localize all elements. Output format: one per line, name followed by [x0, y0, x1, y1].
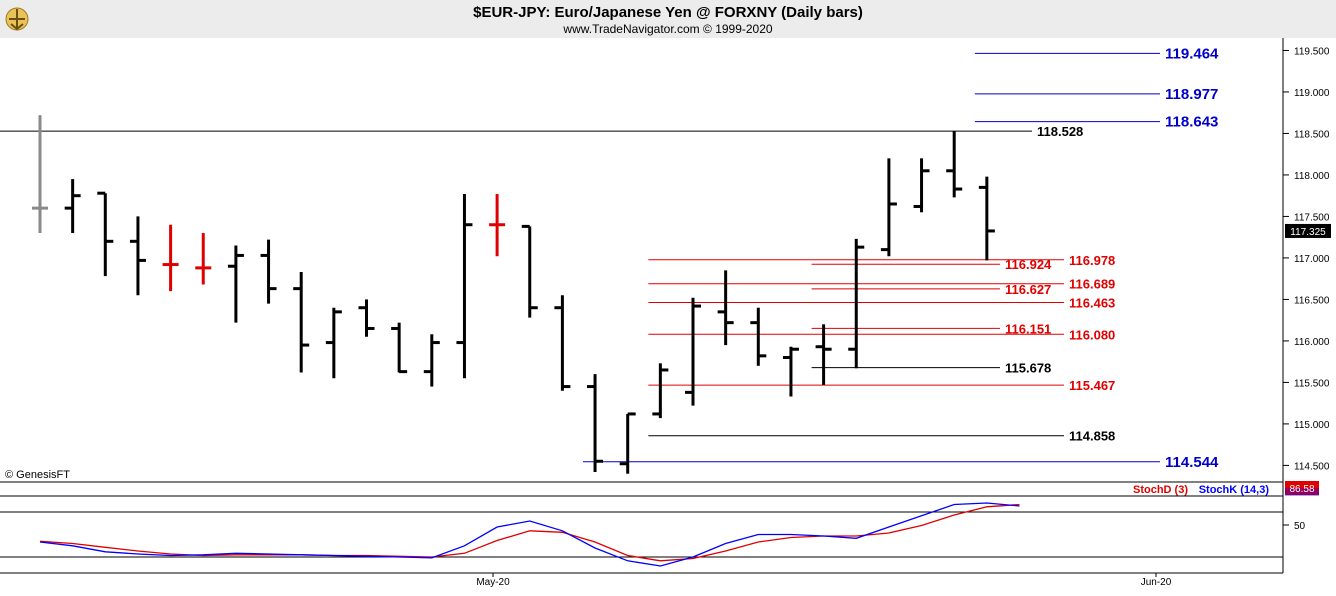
time-tick-may: May-20	[476, 577, 510, 588]
price-tick-label: 117.500	[1294, 212, 1330, 223]
ohlc-bar	[456, 194, 473, 379]
ohlc-bar	[652, 363, 669, 419]
level-label: 119.464	[1165, 45, 1219, 62]
level-label: 116.689	[1069, 277, 1115, 292]
level-label: 118.643	[1165, 114, 1218, 131]
level-label: 116.151	[1005, 321, 1051, 336]
stoch-tick-50: 50	[1294, 521, 1306, 532]
stoch-d-legend: StochD (3)	[1133, 484, 1188, 496]
ohlc-bar	[129, 216, 146, 296]
level-label: 116.924	[1005, 257, 1052, 272]
ohlc-bar	[978, 176, 995, 261]
ohlc-bar	[554, 295, 571, 391]
ohlc-bar	[521, 224, 538, 318]
price-tick-label: 116.500	[1294, 295, 1330, 306]
ohlc-bar	[423, 334, 440, 387]
level-label: 116.463	[1069, 295, 1115, 310]
ohlc-bar	[782, 346, 799, 397]
price-tick-label: 117.000	[1294, 254, 1330, 265]
stoch-value-tag: 86.58	[1285, 481, 1319, 496]
stoch-value: 86.58	[1289, 484, 1314, 495]
ohlc-bar	[587, 374, 604, 473]
price-tick-label: 119.000	[1294, 88, 1330, 99]
stoch-k-legend: StochK (14,3)	[1199, 484, 1270, 496]
ohlc-bar	[391, 322, 408, 374]
ohlc-bar	[227, 245, 244, 323]
ohlc-bar	[848, 238, 865, 369]
ohlc-bar	[195, 233, 212, 285]
level-label: 116.080	[1069, 327, 1115, 342]
level-label: 116.978	[1069, 253, 1115, 268]
header-band	[0, 0, 1336, 38]
trade-navigator-logo-icon	[5, 7, 29, 31]
level-label: 118.528	[1037, 124, 1083, 139]
ohlc-bar	[946, 131, 963, 198]
ohlc-bar	[717, 270, 734, 346]
time-axis	[0, 574, 1336, 591]
level-label: 115.467	[1069, 378, 1115, 393]
ohlc-bar	[685, 297, 701, 406]
chart-subtitle: www.TradeNavigator.com © 1999-2020	[562, 22, 772, 36]
ohlc-bars	[32, 115, 995, 474]
price-tick-label: 119.500	[1294, 46, 1330, 57]
ohlc-bar	[815, 324, 832, 385]
ohlc-bar	[260, 239, 277, 304]
last-price-value: 117.325	[1290, 227, 1326, 238]
price-tick-label: 118.500	[1294, 129, 1330, 140]
price-panel	[0, 38, 1283, 482]
price-tick-label: 114.500	[1294, 461, 1330, 472]
last-price-box	[1285, 223, 1331, 238]
price-tick-label: 118.000	[1294, 171, 1330, 182]
ohlc-bar	[358, 299, 375, 337]
time-tick-jun: Jun-20	[1141, 577, 1172, 588]
last-price-tag: 117.325	[1285, 223, 1331, 238]
level-label: 114.858	[1069, 429, 1115, 444]
ohlc-bar	[913, 158, 930, 213]
price-tick-label: 115.500	[1294, 378, 1330, 389]
ohlc-bar	[325, 307, 342, 379]
stochastic-panel	[0, 502, 1283, 567]
ohlc-bar	[97, 191, 114, 277]
ohlc-bar	[489, 194, 506, 257]
stoch-value-box	[1285, 481, 1319, 495]
stoch-k-line	[39, 502, 1020, 567]
level-label: 114.544	[1165, 454, 1219, 471]
stoch-d-line	[39, 503, 1020, 562]
ohlc-bar	[162, 224, 179, 292]
price-axis: 119.500 119.000 118.500 118.000 117.500 117.0…	[1283, 46, 1330, 472]
stoch-value-box-k	[1285, 488, 1319, 496]
ohlc-bar	[750, 307, 767, 366]
ohlc-bar	[32, 115, 48, 234]
price-tick-label: 116.000	[1294, 337, 1330, 348]
level-label: 118.977	[1165, 86, 1218, 103]
ohlc-bar	[293, 272, 310, 373]
level-label: 115.678	[1005, 361, 1051, 376]
ohlc-bar	[64, 179, 81, 234]
price-tick-label: 115.000	[1294, 420, 1330, 431]
fibonacci-levels: 119.464 118.977 118.643 118.528 116.978 116.9…	[0, 45, 1219, 471]
ohlc-bar	[880, 158, 897, 257]
watermark: © GenesisFT	[5, 469, 70, 481]
ohlc-bar	[619, 412, 636, 474]
chart-title: $EUR-JPY: Euro/Japanese Yen @ FORXNY (Da…	[473, 4, 863, 21]
level-label: 116.627	[1005, 282, 1051, 297]
